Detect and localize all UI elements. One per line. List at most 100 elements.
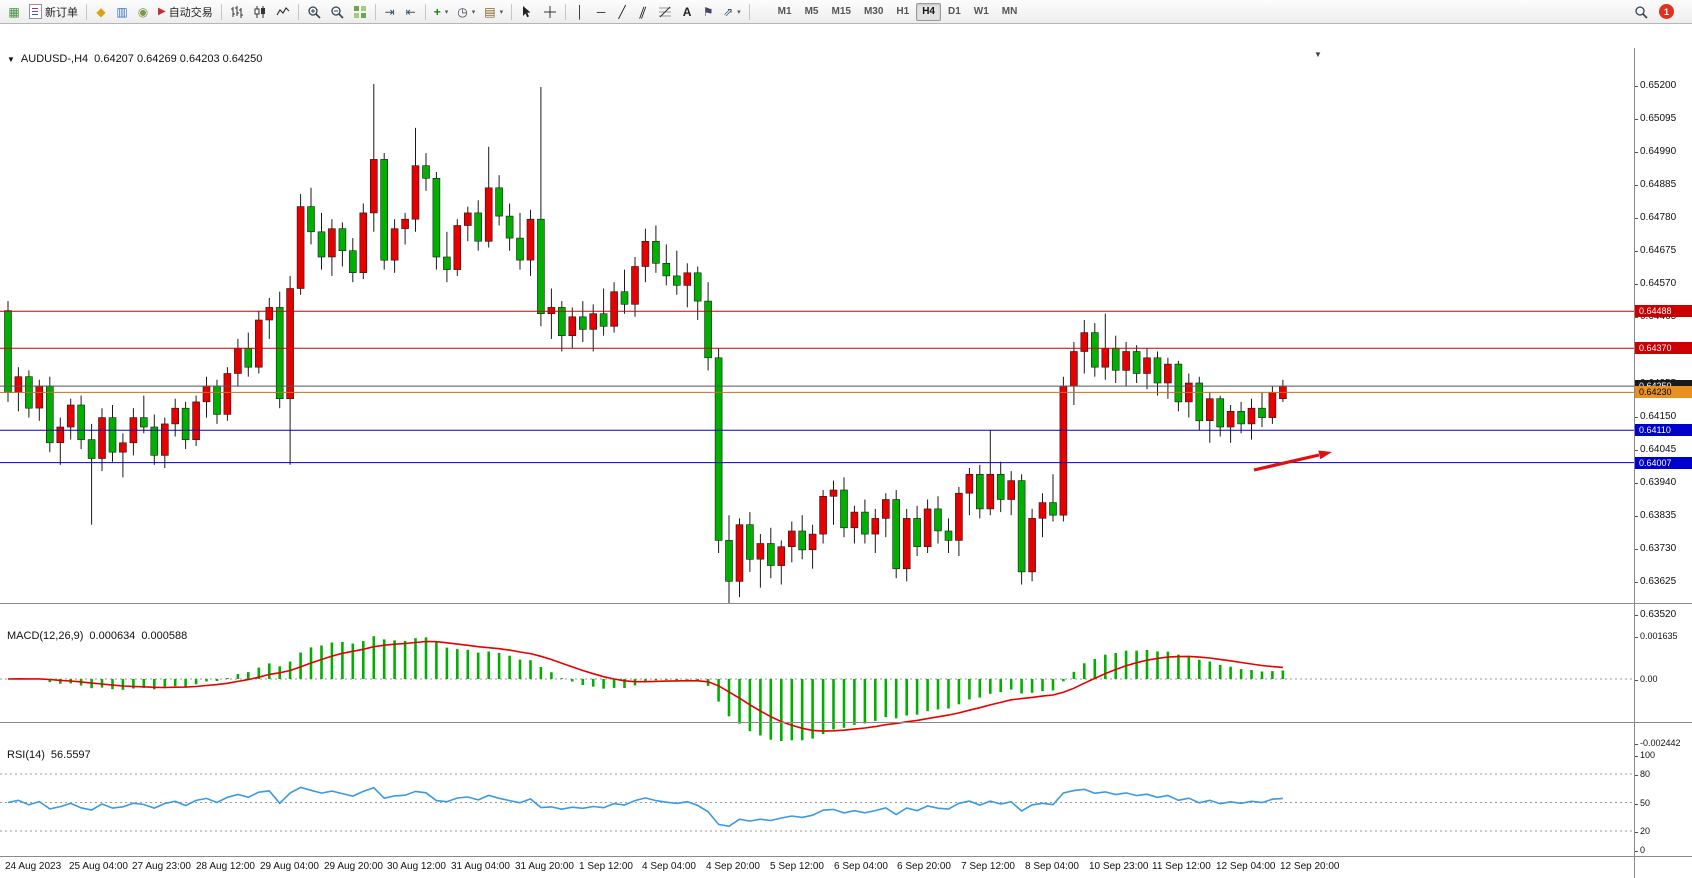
cursor-button[interactable] — [516, 2, 538, 22]
macd-histogram — [17, 636, 1285, 741]
toolbar-separator — [424, 3, 426, 20]
one-click-trading-toggle[interactable]: ▼ — [7, 54, 15, 64]
time-tick: 10 Sep 23:00 — [1089, 861, 1149, 872]
timeframe-w1-button[interactable]: W1 — [973, 5, 989, 17]
new-order-icon — [29, 4, 42, 19]
candles-layer — [4, 83, 1287, 604]
rsi-canvas[interactable] — [0, 746, 1634, 856]
text-button[interactable]: A — [677, 2, 697, 22]
arrows-button[interactable]: ⇗ ▾ — [719, 2, 745, 22]
time-tick: 5 Sep 12:00 — [770, 861, 824, 872]
timeframe-m15-button[interactable]: M15 — [831, 5, 851, 17]
tile-windows-button[interactable] — [349, 2, 371, 22]
rsi-pane[interactable] — [0, 746, 1634, 856]
timeframe-h4-button[interactable]: H4 — [916, 2, 941, 21]
market-icon: ◆ — [96, 4, 106, 19]
chart-title: ▼ AUDUSD-,H4 0.64207 0.64269 0.64203 0.6… — [7, 53, 262, 65]
chevron-down-icon: ▾ — [499, 8, 504, 16]
zoom-out-button[interactable] — [326, 2, 348, 22]
price-tag: 0.64007 — [1635, 457, 1692, 469]
auto-trading-button[interactable]: ▶ 自动交易 — [154, 2, 217, 22]
fibonacci-button[interactable] — [654, 2, 676, 22]
price-tick: 0.63835 — [1633, 510, 1677, 521]
channel-button[interactable]: ∥ — [633, 2, 653, 22]
chart-shift-icon: ⇤ — [405, 4, 416, 19]
price-tick: 0.63940 — [1633, 477, 1677, 488]
bar-chart-button[interactable] — [226, 2, 248, 22]
quotes-icon: ▥ — [116, 4, 128, 19]
notification-badge[interactable]: 1 — [1659, 4, 1674, 19]
chart-shift-button[interactable]: ⇤ — [401, 2, 421, 22]
macd-label: MACD(12,26,9) 0.000634 0.000588 — [7, 630, 187, 642]
price-tick: 0.63520 — [1633, 609, 1677, 620]
time-tick: 27 Aug 23:00 — [132, 861, 191, 872]
macd-canvas[interactable] — [0, 627, 1634, 746]
new-order-button[interactable]: 新订单 — [25, 2, 82, 22]
chart-shift-marker[interactable]: ▼ — [1314, 50, 1322, 59]
rsi-tick: 80 — [1633, 769, 1651, 779]
timeframe-m5-button[interactable]: M5 — [804, 5, 819, 17]
timeframe-mn-button[interactable]: MN — [1001, 5, 1018, 17]
new-chart-icon: ▦ — [8, 4, 20, 19]
pane-splitter[interactable] — [0, 603, 1692, 604]
trendline-icon: ╱ — [618, 4, 626, 19]
candlestick-chart-button[interactable] — [249, 2, 271, 22]
flag-icon: ⚑ — [702, 4, 714, 19]
time-tick: 6 Sep 20:00 — [897, 861, 951, 872]
quotes-button[interactable]: ▥ — [112, 2, 132, 22]
line-chart-icon — [276, 6, 290, 15]
price-tag: 0.64488 — [1635, 305, 1692, 317]
pane-splitter[interactable] — [0, 722, 1692, 723]
indicators-button[interactable]: + ▾ — [430, 2, 453, 22]
market-button[interactable]: ◆ — [91, 2, 111, 22]
trend-arrow — [1253, 450, 1332, 472]
auto-scroll-button[interactable]: ⇥ — [380, 2, 400, 22]
time-tick: 30 Aug 12:00 — [387, 861, 446, 872]
timeframe-m30-button[interactable]: M30 — [863, 5, 884, 17]
main-price-pane[interactable] — [0, 48, 1634, 627]
macd-signal-line — [7, 640, 1283, 732]
community-button[interactable]: ◉ — [133, 2, 153, 22]
new-chart-button[interactable]: ▦ — [4, 2, 24, 22]
chart-symbol-period: AUDUSD-,H4 — [20, 53, 89, 65]
search-button[interactable] — [1630, 2, 1652, 22]
time-tick: 28 Aug 12:00 — [196, 861, 255, 872]
timeframe-m1-button[interactable]: M1 — [777, 5, 792, 17]
macd-name: MACD(12,26,9) — [7, 630, 84, 642]
main-chart-canvas[interactable] — [0, 48, 1634, 627]
horizontal-line-button[interactable]: ─ — [591, 2, 611, 22]
macd-pane[interactable] — [0, 627, 1634, 746]
vertical-line-icon: │ — [576, 4, 584, 19]
line-chart-button[interactable] — [272, 2, 294, 22]
chart-ohlc: 0.64207 0.64269 0.64203 0.64250 — [94, 53, 263, 65]
cursor-icon — [523, 5, 531, 17]
crosshair-button[interactable] — [539, 2, 561, 22]
timeframe-h1-button[interactable]: H1 — [896, 5, 910, 17]
candlestick-chart-icon — [254, 5, 265, 18]
zoom-in-button[interactable] — [303, 2, 325, 22]
price-tag: 0.64370 — [1635, 342, 1692, 354]
price-tick: 0.64885 — [1633, 179, 1677, 190]
auto-scroll-icon: ⇥ — [384, 4, 395, 19]
text-label-button[interactable]: ⚑ — [698, 2, 718, 22]
search-icon — [1635, 5, 1648, 19]
template-icon: ▤ — [484, 4, 496, 19]
time-tick: 24 Aug 2023 — [5, 861, 62, 872]
trendline-button[interactable]: ╱ — [612, 2, 632, 22]
community-icon: ◉ — [137, 4, 149, 19]
templates-button[interactable]: ▤ ▾ — [480, 2, 507, 22]
macd-tick: -0.002442 — [1634, 738, 1681, 748]
time-axis[interactable]: 24 Aug 2023 25 Aug 04:00 27 Aug 23:00 28 Au… — [0, 856, 1692, 878]
chart-window[interactable]: ▼ AUDUSD-,H4 0.64207 0.64269 0.64203 0.6… — [0, 24, 1692, 878]
vertical-line-button[interactable]: │ — [570, 2, 590, 22]
time-tick: 31 Aug 04:00 — [451, 861, 510, 872]
bar-chart-icon — [230, 5, 243, 18]
periods-button[interactable]: ◷ ▾ — [453, 2, 479, 22]
time-tick: 29 Aug 04:00 — [260, 861, 319, 872]
time-tick: 1 Sep 12:00 — [579, 861, 633, 872]
toolbar-separator — [220, 3, 222, 20]
timeframe-d1-button[interactable]: D1 — [947, 5, 961, 17]
price-tick: 0.64150 — [1633, 411, 1677, 422]
auto-trading-label: 自动交易 — [168, 6, 213, 19]
fibonacci-icon — [659, 6, 672, 17]
